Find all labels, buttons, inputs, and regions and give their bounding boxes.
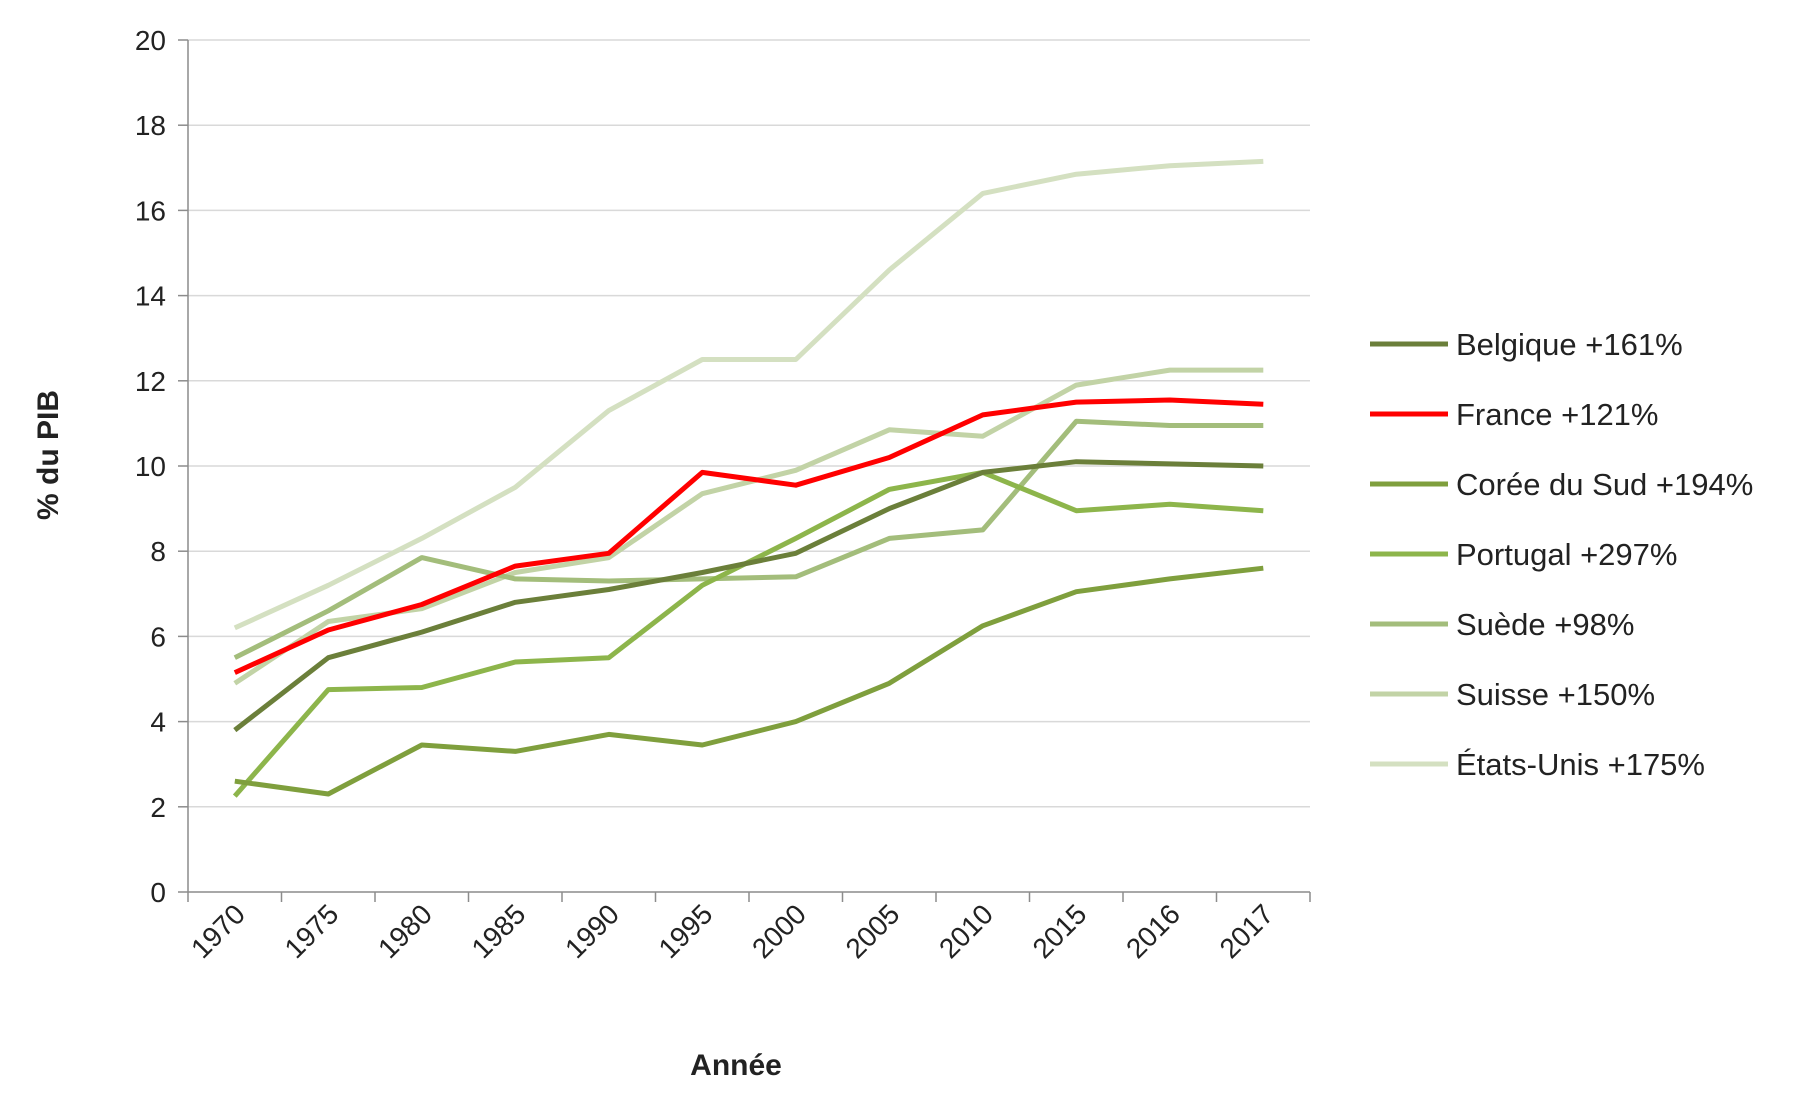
y-tick-label: 2 [150, 792, 166, 823]
series-lines [232, 158, 1264, 798]
y-tick-labels: 0 2 4 6 8 10 12 14 16 18 20 [135, 25, 166, 908]
y-tick-label: 12 [135, 366, 166, 397]
y-tick-label: 8 [150, 536, 166, 567]
x-tick-label: 1990 [559, 898, 625, 964]
series-line-7 [233, 158, 1264, 631]
x-tick-label: 2005 [840, 898, 906, 964]
x-tick-label: 2016 [1120, 898, 1186, 964]
y-tick-label: 0 [150, 877, 166, 908]
y-tick-label: 6 [150, 621, 166, 652]
legend: Belgique +161% France +121% Corée du Sud +… [1370, 327, 1753, 782]
legend-label: Corée du Sud +194% [1456, 467, 1753, 502]
legend-label: Suisse +150% [1456, 677, 1655, 712]
x-tick-label: 1970 [185, 898, 251, 964]
x-tick-label: 2017 [1214, 898, 1280, 964]
y-tick-label: 10 [135, 451, 166, 482]
legend-label: Suède +98% [1456, 607, 1634, 642]
axes [178, 39, 1311, 902]
legend-label: France +121% [1456, 397, 1658, 432]
series-line-5 [233, 418, 1264, 660]
y-tick-label: 16 [135, 195, 166, 226]
y-tick-label: 4 [150, 707, 166, 738]
x-tick-label: 1995 [653, 898, 719, 964]
x-tick-label: 2015 [1027, 898, 1093, 964]
series-line-3 [234, 565, 1264, 797]
series-line-1 [233, 459, 1264, 733]
series-line-4 [232, 469, 1264, 798]
y-tick-label: 20 [135, 25, 166, 56]
legend-label: Portugal +297% [1456, 537, 1677, 572]
y-tick-label: 18 [135, 110, 166, 141]
series-line-2 [233, 397, 1264, 675]
x-tick-label: 2000 [746, 898, 812, 964]
y-axis-title: % du PIB [32, 390, 65, 520]
x-tick-label: 1980 [372, 898, 438, 964]
legend-label: États-Unis +175% [1456, 747, 1705, 782]
legend-label: Belgique +161% [1456, 327, 1683, 362]
gridlines [188, 39, 1310, 808]
x-axis-title: Année [690, 1049, 782, 1082]
x-tick-label: 2010 [933, 898, 999, 964]
x-tick-label: 1985 [466, 898, 532, 964]
x-tick-label: 1975 [279, 898, 345, 964]
y-tick-label: 14 [135, 281, 166, 312]
x-tick-labels: 1970 1975 1980 1985 1990 1995 2000 2005 2010 2015… [185, 898, 1279, 964]
